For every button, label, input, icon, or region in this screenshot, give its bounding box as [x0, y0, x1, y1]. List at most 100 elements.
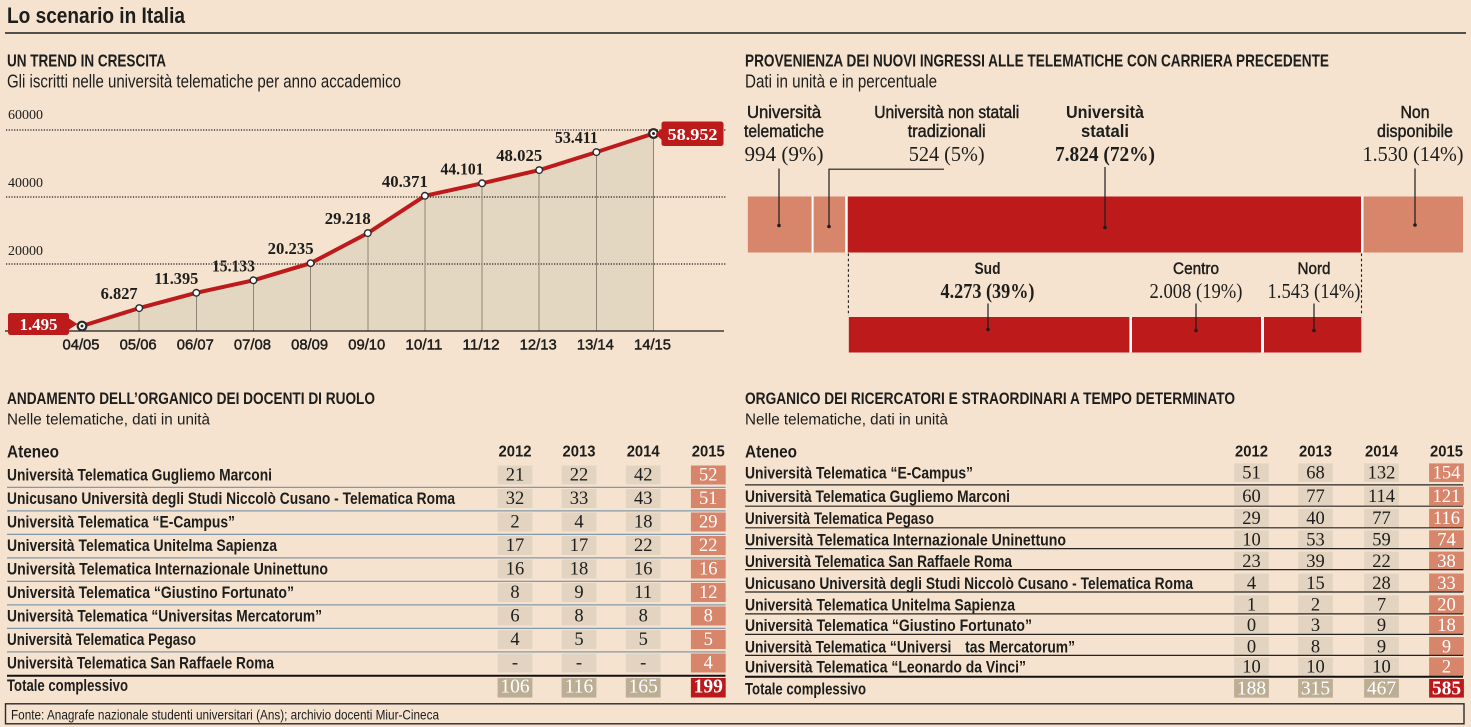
svg-text:UN TREND IN CRESCITA: UN TREND IN CRESCITA: [7, 51, 166, 71]
svg-text:32: 32: [506, 489, 525, 509]
svg-text:8: 8: [639, 607, 648, 627]
svg-text:Università Telematica “Giustin: Università Telematica “Giustino Fortunat…: [745, 617, 1032, 635]
svg-text:5: 5: [704, 630, 713, 650]
svg-text:7.824 (72%): 7.824 (72%): [1055, 142, 1155, 166]
svg-text:Ateneo: Ateneo: [745, 441, 797, 461]
svg-text:2014: 2014: [1365, 444, 1398, 461]
svg-text:disponibile: disponibile: [1377, 121, 1453, 141]
svg-text:4: 4: [574, 513, 583, 533]
svg-text:Università Telematica “Univers: Università Telematica “Universitas Merca…: [7, 608, 322, 626]
svg-text:29: 29: [1242, 509, 1261, 529]
svg-text:Università Telematica San Raff: Università Telematica San Raffaele Roma: [745, 553, 1013, 571]
svg-text:15: 15: [1306, 574, 1325, 594]
svg-text:-: -: [640, 654, 646, 674]
svg-text:1.530 (14%): 1.530 (14%): [1363, 142, 1464, 166]
svg-text:4.273 (39%): 4.273 (39%): [941, 279, 1035, 303]
svg-text:4: 4: [1247, 574, 1256, 594]
svg-text:29.218: 29.218: [325, 209, 371, 228]
svg-text:telematiche: telematiche: [744, 121, 824, 141]
svg-text:21: 21: [506, 466, 525, 486]
svg-text:116: 116: [565, 676, 594, 697]
svg-text:Università Telematica Unitelma: Università Telematica Unitelma Sapienza: [745, 597, 1016, 615]
svg-text:Università: Università: [1066, 102, 1144, 122]
svg-text:40000: 40000: [8, 176, 43, 191]
svg-text:12/13: 12/13: [520, 337, 557, 353]
svg-text:165: 165: [629, 676, 658, 697]
svg-text:2013: 2013: [1299, 444, 1332, 461]
svg-text:Università Telematica Pegaso: Università Telematica Pegaso: [745, 510, 934, 528]
svg-text:Università Telematica Gugliemo: Università Telematica Gugliemo Marconi: [7, 467, 272, 485]
svg-text:77: 77: [1372, 509, 1391, 529]
svg-text:40: 40: [1306, 509, 1325, 529]
svg-text:9: 9: [1442, 637, 1451, 657]
svg-text:154: 154: [1433, 464, 1461, 484]
svg-text:2.008 (19%): 2.008 (19%): [1150, 279, 1243, 303]
svg-text:05/06: 05/06: [120, 337, 157, 353]
svg-text:-: -: [512, 654, 518, 674]
svg-text:48.025: 48.025: [496, 146, 542, 165]
svg-text:3: 3: [1311, 616, 1320, 636]
svg-text:116: 116: [1433, 509, 1460, 529]
svg-text:Unicusano Università degli Stu: Unicusano Università degli Studi Niccolò…: [7, 490, 456, 508]
svg-text:17: 17: [570, 536, 589, 556]
svg-text:20: 20: [1437, 596, 1456, 616]
svg-text:Università Telematica Pegaso: Università Telematica Pegaso: [7, 631, 196, 649]
svg-text:ANDAMENTO DELL’ORGANICO DEI DO: ANDAMENTO DELL’ORGANICO DEI DOCENTI DI R…: [7, 390, 375, 408]
svg-text:2: 2: [1442, 658, 1451, 678]
svg-text:11.395: 11.395: [154, 269, 198, 288]
svg-text:9: 9: [1377, 637, 1386, 657]
svg-text:52: 52: [699, 466, 718, 486]
svg-text:PROVENIENZA DEI NUOVI INGRESSI: PROVENIENZA DEI NUOVI INGRESSI ALLE TELE…: [745, 51, 1329, 71]
svg-text:1.543 (14%): 1.543 (14%): [1268, 279, 1361, 303]
svg-text:7: 7: [1377, 596, 1386, 616]
svg-text:6: 6: [510, 607, 519, 627]
svg-text:Centro: Centro: [1173, 259, 1219, 278]
svg-text:10: 10: [1306, 658, 1325, 678]
svg-text:0: 0: [1247, 637, 1256, 657]
svg-text:Università: Università: [747, 102, 821, 122]
svg-text:12: 12: [699, 583, 718, 603]
svg-text:18: 18: [570, 560, 589, 580]
svg-text:5: 5: [639, 630, 648, 650]
svg-text:15.133: 15.133: [212, 256, 255, 275]
svg-text:40.371: 40.371: [382, 172, 428, 191]
svg-text:60000: 60000: [8, 108, 43, 123]
svg-text:53: 53: [1306, 531, 1325, 551]
svg-text:22: 22: [570, 466, 589, 486]
svg-text:Non: Non: [1401, 102, 1430, 122]
svg-text:18: 18: [634, 513, 653, 533]
svg-text:132: 132: [1368, 464, 1396, 484]
svg-text:315: 315: [1301, 678, 1330, 699]
svg-text:04/05: 04/05: [63, 337, 100, 353]
svg-text:524 (5%): 524 (5%): [909, 142, 985, 166]
svg-text:Nelle telematiche, dati in uni: Nelle telematiche, dati in unità: [745, 412, 948, 429]
svg-text:74: 74: [1437, 531, 1456, 551]
svg-text:Università Telematica “E-Campu: Università Telematica “E-Campus”: [745, 465, 973, 483]
svg-text:4: 4: [510, 630, 519, 650]
svg-text:ORGANICO DEI RICERCATORI E STR: ORGANICO DEI RICERCATORI E STRAORDINARI …: [745, 390, 1235, 408]
svg-text:09/10: 09/10: [348, 337, 385, 353]
svg-text:106: 106: [500, 676, 530, 697]
svg-text:10: 10: [1372, 658, 1391, 678]
svg-text:07/08: 07/08: [234, 337, 271, 353]
svg-text:2012: 2012: [1235, 444, 1268, 461]
svg-text:Università Telematica “Leonard: Università Telematica “Leonardo da Vinci…: [745, 659, 1026, 677]
svg-text:44.101: 44.101: [441, 159, 484, 178]
svg-text:39: 39: [1306, 552, 1325, 572]
svg-text:06/07: 06/07: [177, 337, 214, 353]
svg-text:Università Telematica Internaz: Università Telematica Internazionale Uni…: [745, 532, 1066, 550]
svg-text:188: 188: [1237, 678, 1266, 699]
svg-text:Gli iscritti nelle università: Gli iscritti nelle università telematich…: [7, 72, 401, 92]
svg-text:Università Telematica “E-Campu: Università Telematica “E-Campus”: [7, 514, 235, 532]
svg-text:18: 18: [1437, 616, 1456, 636]
svg-text:8: 8: [1311, 637, 1320, 657]
svg-text:43: 43: [634, 489, 653, 509]
svg-text:2: 2: [510, 513, 519, 533]
svg-text:10/11: 10/11: [405, 337, 442, 353]
svg-text:1.495: 1.495: [20, 315, 58, 334]
svg-text:8: 8: [510, 583, 519, 603]
svg-text:2012: 2012: [499, 444, 532, 461]
svg-text:53.411: 53.411: [555, 128, 598, 147]
svg-text:08/09: 08/09: [291, 337, 328, 353]
svg-text:5: 5: [574, 630, 583, 650]
